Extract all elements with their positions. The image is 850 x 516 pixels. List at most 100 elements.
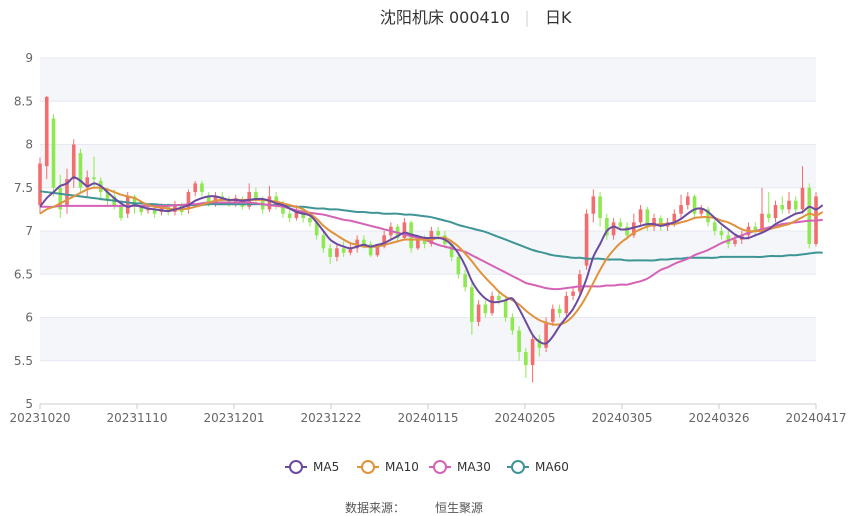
candle [517,326,521,361]
candle [800,166,805,214]
candle-body [490,295,494,314]
candle-body [38,163,42,206]
candle [335,243,339,262]
candle [571,287,575,301]
candle [483,300,488,318]
candle-body [551,308,555,322]
x-tick-label: 20231020 [9,411,70,425]
candle-body [321,235,326,249]
candle [254,187,258,206]
candle [699,205,704,219]
candle-body [766,213,771,219]
x-tick-label: 20240417 [785,411,846,425]
candle [551,304,555,327]
candle [787,192,791,214]
candle [51,114,56,197]
legend-label: MA30 [457,460,491,474]
x-tick-label: 20240326 [688,411,749,425]
candle-body [193,183,197,193]
x-tick-label: 20231110 [106,411,167,425]
x-tick-label: 20240205 [494,411,555,425]
y-tick-label: 5 [25,397,33,411]
x-tick-label: 20240115 [397,411,458,425]
candle-body [571,291,575,296]
candle-body [537,339,542,348]
candle-body [78,153,83,188]
candle-body [787,200,791,210]
ma-line-ma10 [39,186,824,326]
legend-marker [361,460,375,474]
background-band [40,144,816,188]
candle-body [800,187,805,210]
candle [712,218,717,236]
candle [200,180,204,197]
candle-body [652,218,656,227]
candle [321,231,326,253]
candle [652,213,656,231]
candle [476,300,481,327]
x-tick-label: 20240305 [591,411,652,425]
candle-body [463,274,467,288]
candle-body [335,248,339,257]
candle-body [672,213,677,223]
candle-body [51,118,56,188]
candle [807,183,812,249]
candle-body [92,177,96,180]
ma-line-ma5 [39,176,824,345]
candle-body [267,196,272,210]
candle [753,222,758,236]
candle-body [456,256,461,275]
legend-item-ma5[interactable]: MA5 [285,460,339,474]
candle-body [470,287,474,322]
candle-body [119,205,123,219]
data-source: 数据来源： 恒生聚源 [345,500,483,515]
candle-body [584,213,589,266]
candle [537,334,542,357]
candle-body [186,192,191,210]
legend: MA5 MA10 MA30 MA60 [285,460,569,474]
y-tick-label: 6.5 [14,267,33,281]
candle-body [254,192,258,201]
candle-body [71,144,76,180]
moving-average-lines [39,176,824,345]
y-tick-label: 9 [25,51,33,65]
candle [773,200,778,223]
candle [193,180,197,197]
candle [456,252,461,279]
candle [692,194,697,219]
candle-body [375,246,380,256]
candle [348,243,353,256]
candle-body [341,248,346,253]
candle-body [632,222,636,236]
candle-body [530,339,535,366]
candle [780,196,785,214]
candle-body [517,330,521,353]
candle-body [679,205,683,214]
candle-body [699,209,704,214]
candle [766,192,771,223]
candle-body [328,248,332,257]
candle [186,189,191,214]
candle-body [382,235,386,247]
candle-body [659,218,663,227]
candle-body [591,196,596,214]
candle [105,187,110,206]
legend-item-ma10[interactable]: MA10 [357,460,419,474]
candle-body [497,295,501,301]
candle-body [65,179,69,206]
candle-body [105,192,110,201]
candle [402,218,407,240]
period-label[interactable]: 日K [545,8,572,27]
candle [591,189,596,223]
candle-body [314,222,319,236]
candle-body [368,243,373,256]
legend-item-ma30[interactable]: MA30 [429,460,491,474]
candle [341,241,346,257]
candle-body [638,209,643,223]
candle [38,157,42,214]
candle [78,148,83,193]
candle-body [692,196,697,214]
candle [490,291,494,316]
legend-item-ma60[interactable]: MA60 [507,460,569,474]
candle [463,269,467,292]
